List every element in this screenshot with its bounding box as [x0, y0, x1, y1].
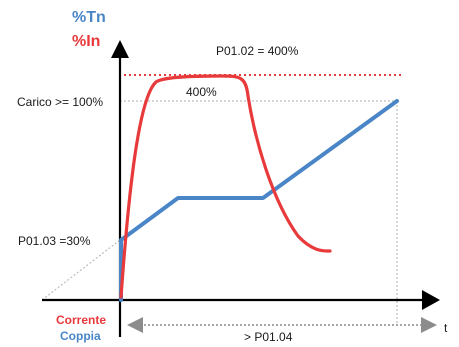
- duration-arrow-right-head: [421, 317, 437, 333]
- duration-arrow-left-head: [127, 317, 143, 333]
- current-limit-label: P01.02 = 400%: [216, 44, 299, 58]
- torque-start-guide: [41, 239, 121, 301]
- duration-label: > P01.04: [244, 330, 293, 344]
- current-peak-label: 400%: [186, 85, 217, 99]
- legend-current-label: Corrente: [56, 313, 106, 327]
- x-axis-label: t: [444, 321, 448, 335]
- x-axis-arrowhead: [422, 290, 440, 310]
- y-axis-label-current: %In: [72, 33, 100, 50]
- y-axis-label-torque: %Tn: [72, 9, 106, 26]
- torque-curve: [119, 99, 399, 302]
- legend-torque-label: Coppia: [60, 329, 101, 343]
- load-level-label: Carico >= 100%: [17, 95, 103, 109]
- current-curve: [119, 74, 332, 299]
- torque-start-label: P01.03 =30%: [18, 234, 91, 248]
- y-axis-arrowhead: [111, 40, 129, 58]
